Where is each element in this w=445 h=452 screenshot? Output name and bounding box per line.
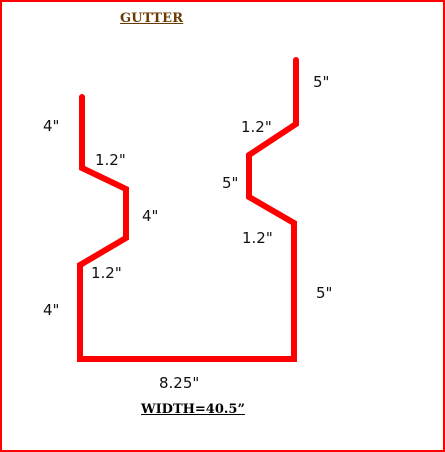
left-middle-flange-label: 4" <box>142 207 159 225</box>
base-width-label: 8.25" <box>159 374 200 392</box>
total-width-label: WIDTH=40.5” <box>141 402 245 417</box>
left-lower-bend-label: 1.2" <box>91 264 122 282</box>
left-bottom-wall-label: 4" <box>43 301 60 319</box>
gutter-profile-line <box>77 57 299 362</box>
right-upper-bend-label: 1.2" <box>241 118 272 136</box>
left-upper-bend-label: 1.2" <box>95 151 126 169</box>
right-bottom-wall-label: 5" <box>316 284 333 302</box>
right-top-flange-label: 5" <box>313 73 330 91</box>
right-lower-bend-label: 1.2" <box>242 229 273 247</box>
right-middle-flange-label: 5" <box>222 174 239 192</box>
left-top-flange-label: 4" <box>43 117 60 135</box>
drawing-title: GUTTER <box>120 11 184 26</box>
